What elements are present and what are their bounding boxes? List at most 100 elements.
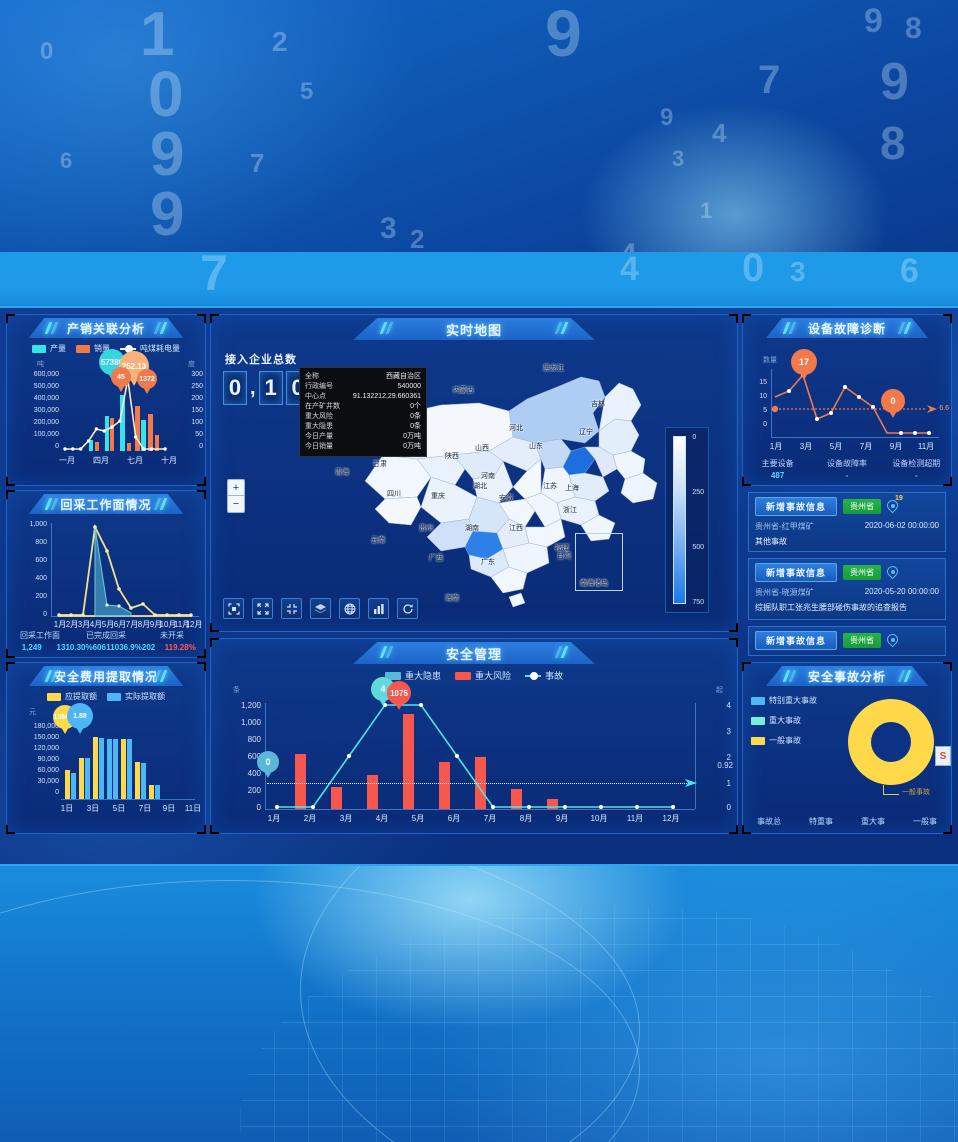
- event-card-meta: 贵州省-红甲煤矿 2020-06-02 00:00:00: [755, 521, 939, 532]
- legend-accident-analysis: 特别重大事故 重大事故 一般事故: [751, 695, 817, 746]
- stat-label: 设备故障率: [826, 459, 867, 468]
- dashboard-body: 产销关联分析 产量 销量 吨煤耗电量 吨 度 600,000 500,000 4…: [0, 306, 958, 866]
- plot-area: [63, 373, 173, 451]
- map-zoom-controls[interactable]: + −: [227, 479, 245, 513]
- chart-equipment-fault: 数量 15 10 5 0: [743, 345, 951, 455]
- focus-icon[interactable]: [223, 598, 244, 619]
- plot-area: [267, 703, 697, 809]
- legend-item[interactable]: 产量: [32, 343, 66, 354]
- stat-label: 事故总: [757, 817, 781, 826]
- map-zoom-in-button[interactable]: +: [228, 480, 244, 496]
- background-top-banner: 1 0 9 9 9 9 8 9 7 8 4 9 3 1 3 2 4 2 5 7 …: [0, 0, 958, 262]
- panel-title-equipment-fault: 设备故障诊断: [765, 318, 929, 338]
- legend-item[interactable]: 吨煤耗电量: [120, 343, 180, 354]
- location-pin-icon[interactable]: [884, 631, 901, 648]
- event-mine-name: 贵州省-晓源煤矿: [755, 588, 814, 597]
- balloon-marker: 1075: [387, 681, 411, 710]
- panel-safety-fee: 安全费用提取情况 应提取额 实际提取额 元 180,000 150,000 12…: [6, 662, 206, 834]
- title-slash-right-icon: [550, 646, 569, 658]
- stat-label: 特重事: [809, 817, 833, 826]
- map-toolbar[interactable]: [223, 598, 418, 619]
- legend-item[interactable]: 重大风险: [454, 669, 511, 682]
- panel-title-realtime-map: 实时地图: [353, 318, 595, 340]
- location-pin-icon[interactable]: [884, 563, 901, 580]
- scroll-indicator-button[interactable]: S: [935, 746, 951, 766]
- event-card-header: 新增事故信息 贵州省: [755, 631, 939, 650]
- equipment-stat-labels: 主要设备 设备故障率 设备检测超期: [743, 453, 951, 471]
- stat-value: -: [845, 471, 849, 480]
- title-slash-left-icon: [782, 322, 801, 334]
- layers-icon[interactable]: [310, 598, 331, 619]
- panel-accident-analysis: 安全事故分析 特别重大事故 重大事故 一般事故 一般事故 S 事故总 特重事 重…: [742, 662, 952, 834]
- event-card[interactable]: 新增事故信息 贵州省 19 贵州省-红甲煤矿 2020-06-02 00:00:…: [748, 492, 946, 552]
- location-pin-icon[interactable]: 19: [884, 495, 903, 514]
- event-card[interactable]: 新增事故信息 贵州省 贵州省-晓源煤矿 2020-05-20 00:00:00 …: [748, 558, 946, 620]
- tooltip-row: 全称 西藏自治区: [305, 373, 421, 380]
- balloon-marker: 0: [257, 751, 279, 778]
- event-mine-name: 贵州省-红甲煤矿: [755, 522, 814, 531]
- legend-item[interactable]: 销量: [76, 343, 110, 354]
- balloon-marker: 17: [791, 349, 817, 380]
- balloon-marker: 45: [111, 367, 131, 392]
- tooltip-row: 今日销量 0万吨: [305, 443, 421, 450]
- equipment-stat-values: 487 - -: [743, 465, 951, 483]
- panel-realtime-map: 实时地图 接入企业总数 0 , 1 0 7 + −: [210, 314, 738, 632]
- tooltip-row: 今日产量 0万吨: [305, 433, 421, 440]
- tooltip-row: 在产矿井数 0个: [305, 403, 421, 410]
- event-description: 其他事故: [755, 537, 787, 546]
- accident-donut-chart: [848, 699, 934, 785]
- legend-item[interactable]: 一般事故: [751, 735, 817, 746]
- title-slash-left-icon: [44, 322, 63, 334]
- tooltip-row: 中心点 91.132212,29.660361: [305, 393, 421, 400]
- panel-mining-face: 回采工作面情况 1,000 800 600 400 200 0: [6, 490, 206, 658]
- event-type-tag: 新增事故信息: [755, 497, 838, 516]
- refresh-icon[interactable]: [397, 598, 418, 619]
- stat-label: 主要设备: [761, 459, 794, 468]
- stat-value: -: [914, 471, 918, 480]
- legend-item[interactable]: 事故: [525, 669, 563, 682]
- globe-icon[interactable]: [339, 598, 360, 619]
- event-province-badge: 贵州省: [843, 499, 882, 514]
- panel-safety-management: 安全管理 重大隐患 重大风险 事故 条 起 1,200 1,000 800 60…: [210, 638, 738, 834]
- panel-title-safety-management: 安全管理: [353, 642, 595, 664]
- balloon-marker: 0: [881, 389, 905, 418]
- expand-icon[interactable]: [252, 598, 273, 619]
- mining-face-stat-values: 1,249 1310.30%606 11036.9%202 119.28%: [7, 637, 205, 655]
- event-type-tag: 新增事故信息: [755, 563, 838, 582]
- chart-production-sales: 吨 度 600,000 500,000 400,000 300,000 200,…: [7, 349, 205, 481]
- title-slash-left-icon: [44, 670, 63, 682]
- legend-item[interactable]: 应提取额: [47, 691, 97, 702]
- map-canvas[interactable]: 接入企业总数 0 , 1 0 7 + −: [217, 339, 731, 625]
- panel-title-mining-face: 回采工作面情况: [28, 494, 184, 514]
- event-card[interactable]: 新增事故信息 贵州省: [748, 626, 946, 656]
- stat-label: 回采工作面: [20, 631, 60, 640]
- panel-equipment-fault: 设备故障诊断 数量 15 10 5 0: [742, 314, 952, 486]
- event-badge-count: 19: [895, 495, 903, 502]
- stat-label: 未开采: [160, 631, 184, 640]
- counter-separator: ,: [250, 376, 256, 399]
- panel-production-sales: 产销关联分析 产量 销量 吨煤耗电量 吨 度 600,000 500,000 4…: [6, 314, 206, 486]
- balloon-marker: 1372: [137, 369, 157, 394]
- stat-label: 重大事: [861, 817, 885, 826]
- legend-ticks: 0 250 500 750: [692, 434, 704, 606]
- connected-enterprises-label: 接入企业总数: [225, 354, 297, 366]
- event-type-tag: 新增事故信息: [755, 631, 838, 650]
- legend-item[interactable]: 重大隐患: [384, 669, 441, 682]
- title-slash-left-icon: [379, 646, 398, 658]
- legend-item[interactable]: 特别重大事故: [751, 695, 817, 706]
- collapse-icon[interactable]: [281, 598, 302, 619]
- map-color-legend: 0 250 500 750: [665, 427, 709, 613]
- background-bottom-banner: [0, 860, 958, 1142]
- stat-value: 1310.30%606: [56, 643, 106, 652]
- panel-title-safety-fee: 安全费用提取情况: [28, 666, 184, 686]
- balloon-marker: 1.88: [67, 703, 93, 734]
- panel-title-accident-analysis: 安全事故分析: [765, 666, 929, 686]
- legend-production-sales: 产量 销量 吨煤耗电量: [7, 343, 205, 354]
- chart-icon[interactable]: [368, 598, 389, 619]
- panel-title-production-sales: 产销关联分析: [28, 318, 184, 338]
- event-card-meta: 贵州省-晓源煤矿 2020-05-20 00:00:00: [755, 587, 939, 598]
- legend-item[interactable]: 重大事故: [751, 715, 817, 726]
- legend-item[interactable]: 实际提取额: [107, 691, 165, 702]
- map-zoom-out-button[interactable]: −: [232, 498, 240, 510]
